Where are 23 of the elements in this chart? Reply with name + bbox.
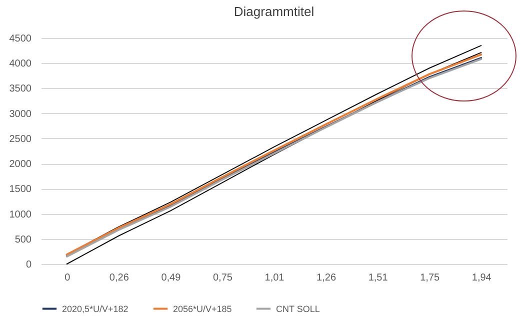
x-tick-label: 1,75 <box>420 272 440 284</box>
x-tick-label: 1,26 <box>316 272 336 284</box>
y-tick-label: 2000 <box>9 159 32 170</box>
y-tick-label: 3500 <box>9 84 32 95</box>
chart-title: Diagrammtitel <box>234 4 314 19</box>
y-tick-label: 4000 <box>9 58 32 70</box>
legend-label: 2056*U/V+185 <box>173 304 232 314</box>
y-tick-label: 1500 <box>9 184 32 196</box>
x-tick-label: 1,51 <box>368 272 388 284</box>
y-tick-label: 3000 <box>9 108 32 120</box>
x-tick-label: 0 <box>64 272 71 284</box>
x-tick-label: 0,49 <box>161 272 182 284</box>
y-tick-label: 2500 <box>9 134 32 145</box>
legend-label: CNT SOLL <box>276 304 320 314</box>
legend-label: 2020,5*U/V+182 <box>62 304 128 314</box>
y-tick-label: 0 <box>26 260 32 270</box>
y-tick-label: 1000 <box>9 209 32 220</box>
x-tick-label: 1,01 <box>264 272 285 284</box>
x-tick-label: 1,94 <box>472 272 492 284</box>
x-tick-label: 0,26 <box>109 272 130 284</box>
x-tick-label: 0,75 <box>212 272 233 284</box>
y-tick-label: 4500 <box>9 34 32 44</box>
y-tick-label: 500 <box>14 234 32 246</box>
